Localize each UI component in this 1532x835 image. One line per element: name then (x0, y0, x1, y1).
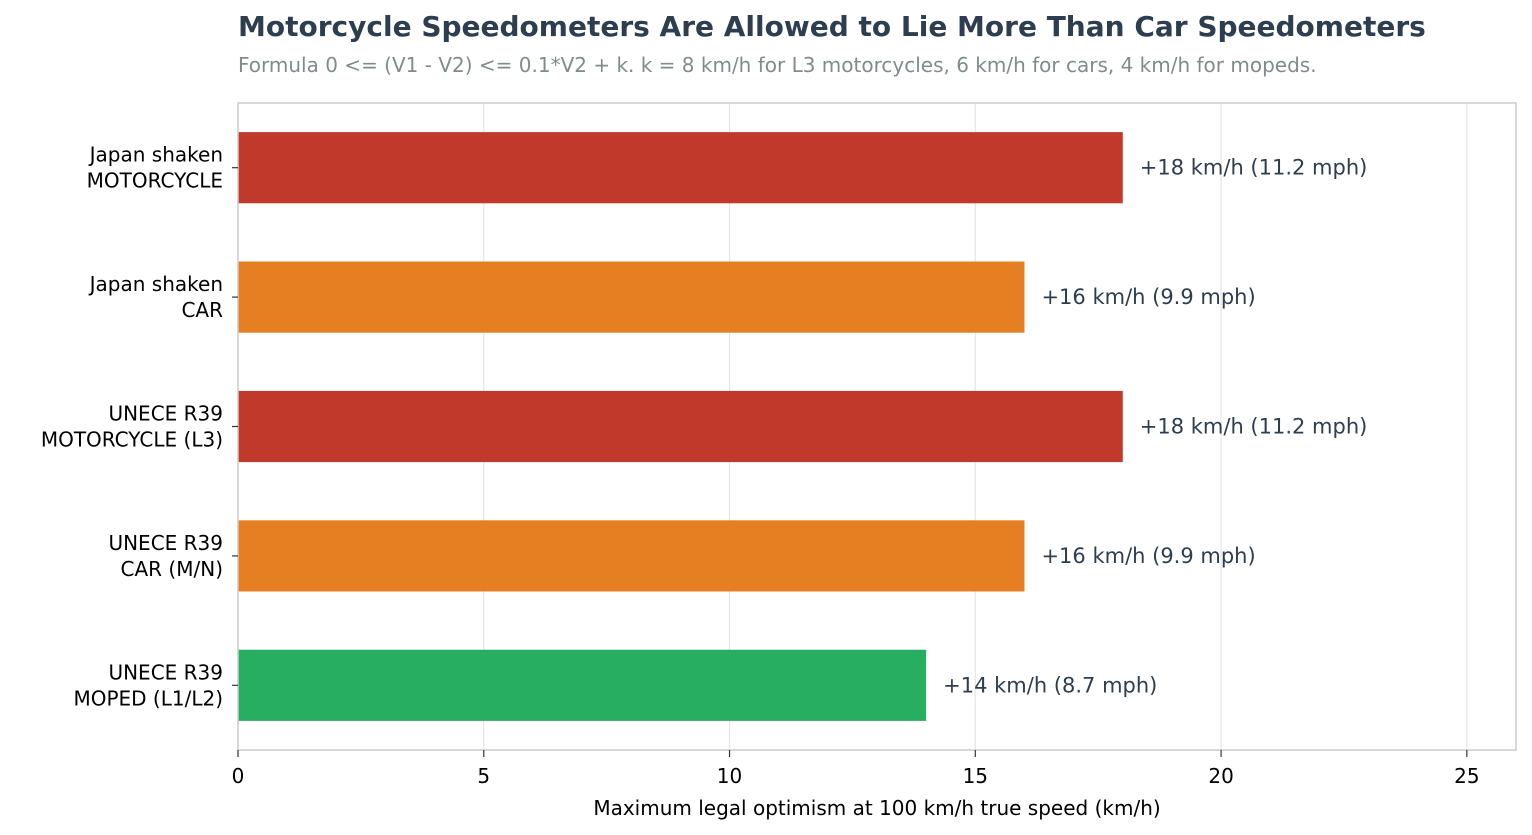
x-tick-label-0: 0 (232, 764, 245, 788)
value-label-1: +16 km/h (9.9 mph) (1041, 285, 1255, 309)
y-axis-ticks: Japan shaken MOTORCYCLE Japan shaken CAR UNE… (41, 143, 238, 710)
category-label-3: UNECE R39 CAR (M/N) (108, 531, 223, 581)
category-label-1: Japan shaken CAR (88, 272, 223, 322)
category-label-2: UNECE R39 MOTORCYCLE (L3) (41, 402, 223, 452)
value-label-0: +18 km/h (11.2 mph) (1140, 156, 1368, 180)
bar-3 (238, 520, 1025, 592)
value-label-3: +16 km/h (9.9 mph) (1041, 544, 1255, 568)
x-tick-label-5: 25 (1454, 764, 1479, 788)
bar-0 (238, 132, 1123, 204)
bar-4 (238, 649, 927, 721)
category-label-4: UNECE R39 MOPED (L1/L2) (73, 660, 223, 710)
x-tick-label-4: 20 (1208, 764, 1233, 788)
chart-subtitle: Formula 0 <= (V1 - V2) <= 0.1*V2 + k. k … (238, 53, 1317, 77)
value-label-2: +18 km/h (11.2 mph) (1140, 415, 1368, 439)
chart-title: Motorcycle Speedometers Are Allowed to L… (238, 10, 1426, 43)
x-tick-label-2: 10 (717, 764, 742, 788)
value-labels: +18 km/h (11.2 mph) +16 km/h (9.9 mph) +18… (943, 156, 1367, 698)
bar-1 (238, 261, 1025, 333)
bar-2 (238, 390, 1123, 463)
x-tick-label-3: 15 (963, 764, 988, 788)
x-axis-ticks: 0 5 10 15 20 25 (232, 750, 1480, 788)
value-label-4: +14 km/h (8.7 mph) (943, 673, 1157, 697)
x-tick-label-1: 5 (477, 764, 490, 788)
bars (238, 132, 1123, 721)
x-axis-label: Maximum legal optimism at 100 km/h true … (593, 796, 1160, 820)
category-label-0: Japan shaken MOTORCYCLE (87, 143, 223, 193)
